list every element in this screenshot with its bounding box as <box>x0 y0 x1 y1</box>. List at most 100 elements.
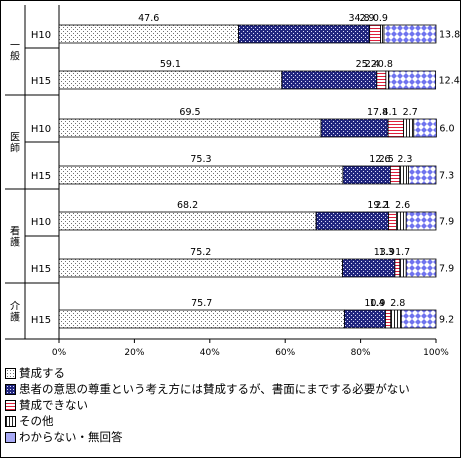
data-label: 4.1 <box>382 107 397 118</box>
bar-segment <box>405 211 437 231</box>
bar-segment <box>58 118 322 138</box>
row-label: H15 <box>31 315 51 326</box>
bar-segment <box>413 118 437 138</box>
group-label-char: 医 <box>10 132 20 144</box>
row-label: H10 <box>31 124 51 135</box>
data-label: 7.9 <box>439 217 454 228</box>
group-label-char: 般 <box>10 50 20 63</box>
data-label: 9.2 <box>439 315 454 326</box>
legend-item: 賛成できない <box>5 397 459 413</box>
data-label: 25.2 <box>356 59 377 70</box>
bar-segment <box>385 70 390 90</box>
data-label: 75.3 <box>190 154 211 165</box>
data-label: 6.0 <box>439 124 454 135</box>
bar-segment <box>58 165 344 185</box>
row-label: H10 <box>31 30 51 41</box>
bar-segment <box>238 24 371 44</box>
bar-segment <box>408 165 437 185</box>
data-label: 2.1 <box>375 200 390 211</box>
legend-item: わからない・無回答 <box>5 429 459 445</box>
bar-segment <box>383 24 437 44</box>
legend-swatch <box>5 367 16 379</box>
group-label-char: 護 <box>10 236 20 249</box>
data-label: 7.9 <box>439 264 454 275</box>
bar-segment <box>403 118 415 138</box>
row-label: H15 <box>31 76 51 87</box>
data-label: 2.9 <box>359 13 374 24</box>
bar-segment <box>376 70 387 90</box>
data-label: 2.5 <box>379 154 394 165</box>
data-label: 59.1 <box>160 59 181 70</box>
bar-segment <box>389 165 401 185</box>
row-label: H15 <box>31 171 51 182</box>
bar-segment <box>405 258 437 278</box>
legend-swatch <box>5 399 16 411</box>
bar-segment <box>385 309 392 329</box>
bar-segment <box>400 309 437 329</box>
bar-segment <box>58 309 345 329</box>
bar-segment <box>387 118 404 138</box>
legend-label: わからない・無回答 <box>19 430 123 444</box>
data-label: 75.2 <box>190 247 211 258</box>
data-label: 2.7 <box>403 107 418 118</box>
data-label: 13.9 <box>374 247 395 258</box>
data-label: 68.2 <box>177 200 198 211</box>
data-label: 0.9 <box>373 13 388 24</box>
bar-segment <box>369 24 381 44</box>
bar-segment <box>342 165 391 185</box>
legend-item: その他 <box>5 413 459 429</box>
data-label: 7.3 <box>439 171 454 182</box>
data-label: 2.6 <box>395 200 410 211</box>
bar-segment <box>320 118 389 138</box>
bar-segment <box>58 24 239 44</box>
legend-swatch <box>5 415 16 427</box>
bar-segment <box>388 70 437 90</box>
bar-segment <box>388 211 397 231</box>
data-label: 10.9 <box>364 298 385 309</box>
bar-segment <box>394 258 401 278</box>
bar-segment <box>390 309 402 329</box>
data-label: 2.8 <box>390 298 405 309</box>
legend-label: 賛成できない <box>19 398 88 412</box>
group-label-char: 一 <box>10 41 20 52</box>
legend-item: 患者の意思の尊重という考え方には賛成するが、書面にまでする必要がない <box>5 381 459 397</box>
group-label-char: 介 <box>10 301 20 313</box>
x-tick-label: 80% <box>351 348 371 358</box>
x-tick-label: 40% <box>200 348 220 358</box>
bar-segment <box>58 70 283 90</box>
x-tick-label: 100% <box>423 348 449 358</box>
data-label: 13.8 <box>439 30 460 41</box>
row-label: H10 <box>31 217 51 228</box>
bar-segment <box>58 211 317 231</box>
legend-label: 賛成する <box>19 366 65 380</box>
data-label: 75.7 <box>191 298 212 309</box>
group-label-char: 師 <box>10 142 20 155</box>
x-tick-label: 20% <box>124 348 144 358</box>
bar-segment <box>58 258 343 278</box>
legend-item: 賛成する <box>5 365 459 381</box>
data-label: 12.4 <box>439 76 460 87</box>
x-tick-label: 0% <box>52 348 67 358</box>
data-label: 47.6 <box>138 13 159 24</box>
data-label: 2.4 <box>365 59 380 70</box>
data-label: 12.6 <box>369 154 390 165</box>
legend: 賛成する患者の意思の尊重という考え方には賛成するが、書面にまでする必要がない 賛成… <box>5 365 459 445</box>
bar-segment <box>315 211 389 231</box>
bar-segment <box>399 165 409 185</box>
bar-segment <box>399 258 407 278</box>
data-label: 2.3 <box>397 154 412 165</box>
x-tick-label: 60% <box>275 348 295 358</box>
group-label-char: 護 <box>10 311 20 324</box>
bar-segment <box>281 70 378 90</box>
legend-swatch <box>5 383 16 395</box>
legend-label: 患者の意思の尊重という考え方には賛成するが、書面にまでする必要がない <box>19 382 410 396</box>
bar-segment <box>343 309 386 329</box>
legend-swatch <box>5 431 16 443</box>
data-label: 1.7 <box>395 247 410 258</box>
data-label: 1.4 <box>370 298 385 309</box>
data-label: 0.8 <box>378 59 393 70</box>
data-label: 69.5 <box>179 107 200 118</box>
bar-segment <box>342 258 396 278</box>
